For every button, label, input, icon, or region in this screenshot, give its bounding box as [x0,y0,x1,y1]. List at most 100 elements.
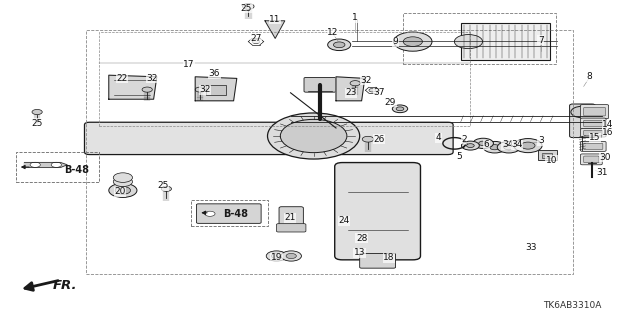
Bar [191,200,268,226]
Circle shape [403,37,422,46]
Circle shape [266,251,287,261]
FancyBboxPatch shape [276,224,306,232]
Bar [542,153,552,158]
FancyBboxPatch shape [580,118,606,129]
Circle shape [113,173,132,182]
Text: 7: 7 [538,36,543,44]
Text: 37: 37 [374,88,385,97]
Circle shape [490,145,500,150]
Circle shape [30,162,40,167]
Circle shape [454,35,483,49]
Circle shape [333,42,345,48]
Text: 27: 27 [250,34,262,43]
Circle shape [521,142,535,149]
FancyBboxPatch shape [580,154,602,165]
Circle shape [350,81,360,86]
Circle shape [396,107,404,111]
Circle shape [115,187,131,194]
Text: 5: 5 [457,152,462,161]
Text: 34: 34 [502,140,513,149]
Circle shape [369,89,376,92]
Text: 20: 20 [115,188,126,196]
Bar [538,150,557,160]
Text: 29: 29 [385,98,396,107]
Circle shape [473,138,493,148]
FancyBboxPatch shape [360,253,396,268]
Circle shape [271,253,282,259]
Text: 28: 28 [356,234,367,243]
Circle shape [195,87,205,92]
Text: 13: 13 [354,248,365,257]
FancyBboxPatch shape [304,77,336,92]
Circle shape [571,106,594,118]
Polygon shape [195,77,237,101]
Text: 8: 8 [586,72,591,81]
Circle shape [51,162,61,167]
Circle shape [142,87,152,92]
Text: 19: 19 [271,253,282,262]
FancyBboxPatch shape [584,108,605,116]
Polygon shape [336,77,365,101]
Circle shape [280,119,347,153]
Text: 31: 31 [596,168,607,177]
Circle shape [113,177,132,187]
Circle shape [362,136,374,142]
Text: 12: 12 [327,28,339,36]
Circle shape [479,141,488,146]
Text: 21: 21 [284,213,296,222]
Text: 17: 17 [183,60,195,68]
Text: 32: 32 [360,76,372,84]
Circle shape [504,145,514,150]
Bar [99,32,470,126]
Text: 6: 6 [484,140,489,149]
Text: 22: 22 [116,74,127,83]
FancyBboxPatch shape [584,143,603,149]
Circle shape [514,139,542,153]
Text: 36: 36 [209,69,220,78]
Text: 26: 26 [373,135,385,144]
Text: 23: 23 [345,88,356,97]
Text: 30: 30 [599,153,611,162]
FancyBboxPatch shape [584,120,603,127]
Text: 15: 15 [589,133,601,142]
Text: 16: 16 [602,128,614,137]
Circle shape [467,144,474,148]
Circle shape [243,4,254,9]
Circle shape [394,32,432,51]
Polygon shape [265,21,285,38]
Text: 1: 1 [353,13,358,22]
Text: 10: 10 [546,156,557,164]
FancyBboxPatch shape [570,104,595,138]
Text: 32: 32 [147,74,158,83]
Circle shape [328,39,351,51]
Text: B-48: B-48 [64,164,89,175]
Text: 34: 34 [511,140,523,149]
FancyBboxPatch shape [84,122,453,155]
FancyBboxPatch shape [584,130,603,135]
Text: 3: 3 [538,136,543,145]
Circle shape [252,40,260,44]
Text: 24: 24 [339,216,350,225]
Text: B-48: B-48 [223,209,248,220]
Circle shape [32,109,42,115]
FancyBboxPatch shape [584,156,599,163]
FancyBboxPatch shape [580,105,609,119]
FancyBboxPatch shape [580,141,606,151]
Text: 2: 2 [461,135,467,144]
Text: 11: 11 [269,15,281,24]
Circle shape [281,251,301,261]
Circle shape [392,105,408,113]
Text: 25: 25 [241,4,252,12]
Circle shape [483,141,506,153]
Circle shape [205,211,215,216]
Polygon shape [24,163,67,167]
Text: 18: 18 [383,253,395,262]
Bar [461,23,550,60]
FancyBboxPatch shape [335,163,420,260]
Circle shape [286,253,296,259]
Text: 25: 25 [31,119,43,128]
Circle shape [497,141,520,153]
FancyBboxPatch shape [580,129,606,137]
Text: FR.: FR. [52,279,77,292]
Bar [16,152,99,182]
